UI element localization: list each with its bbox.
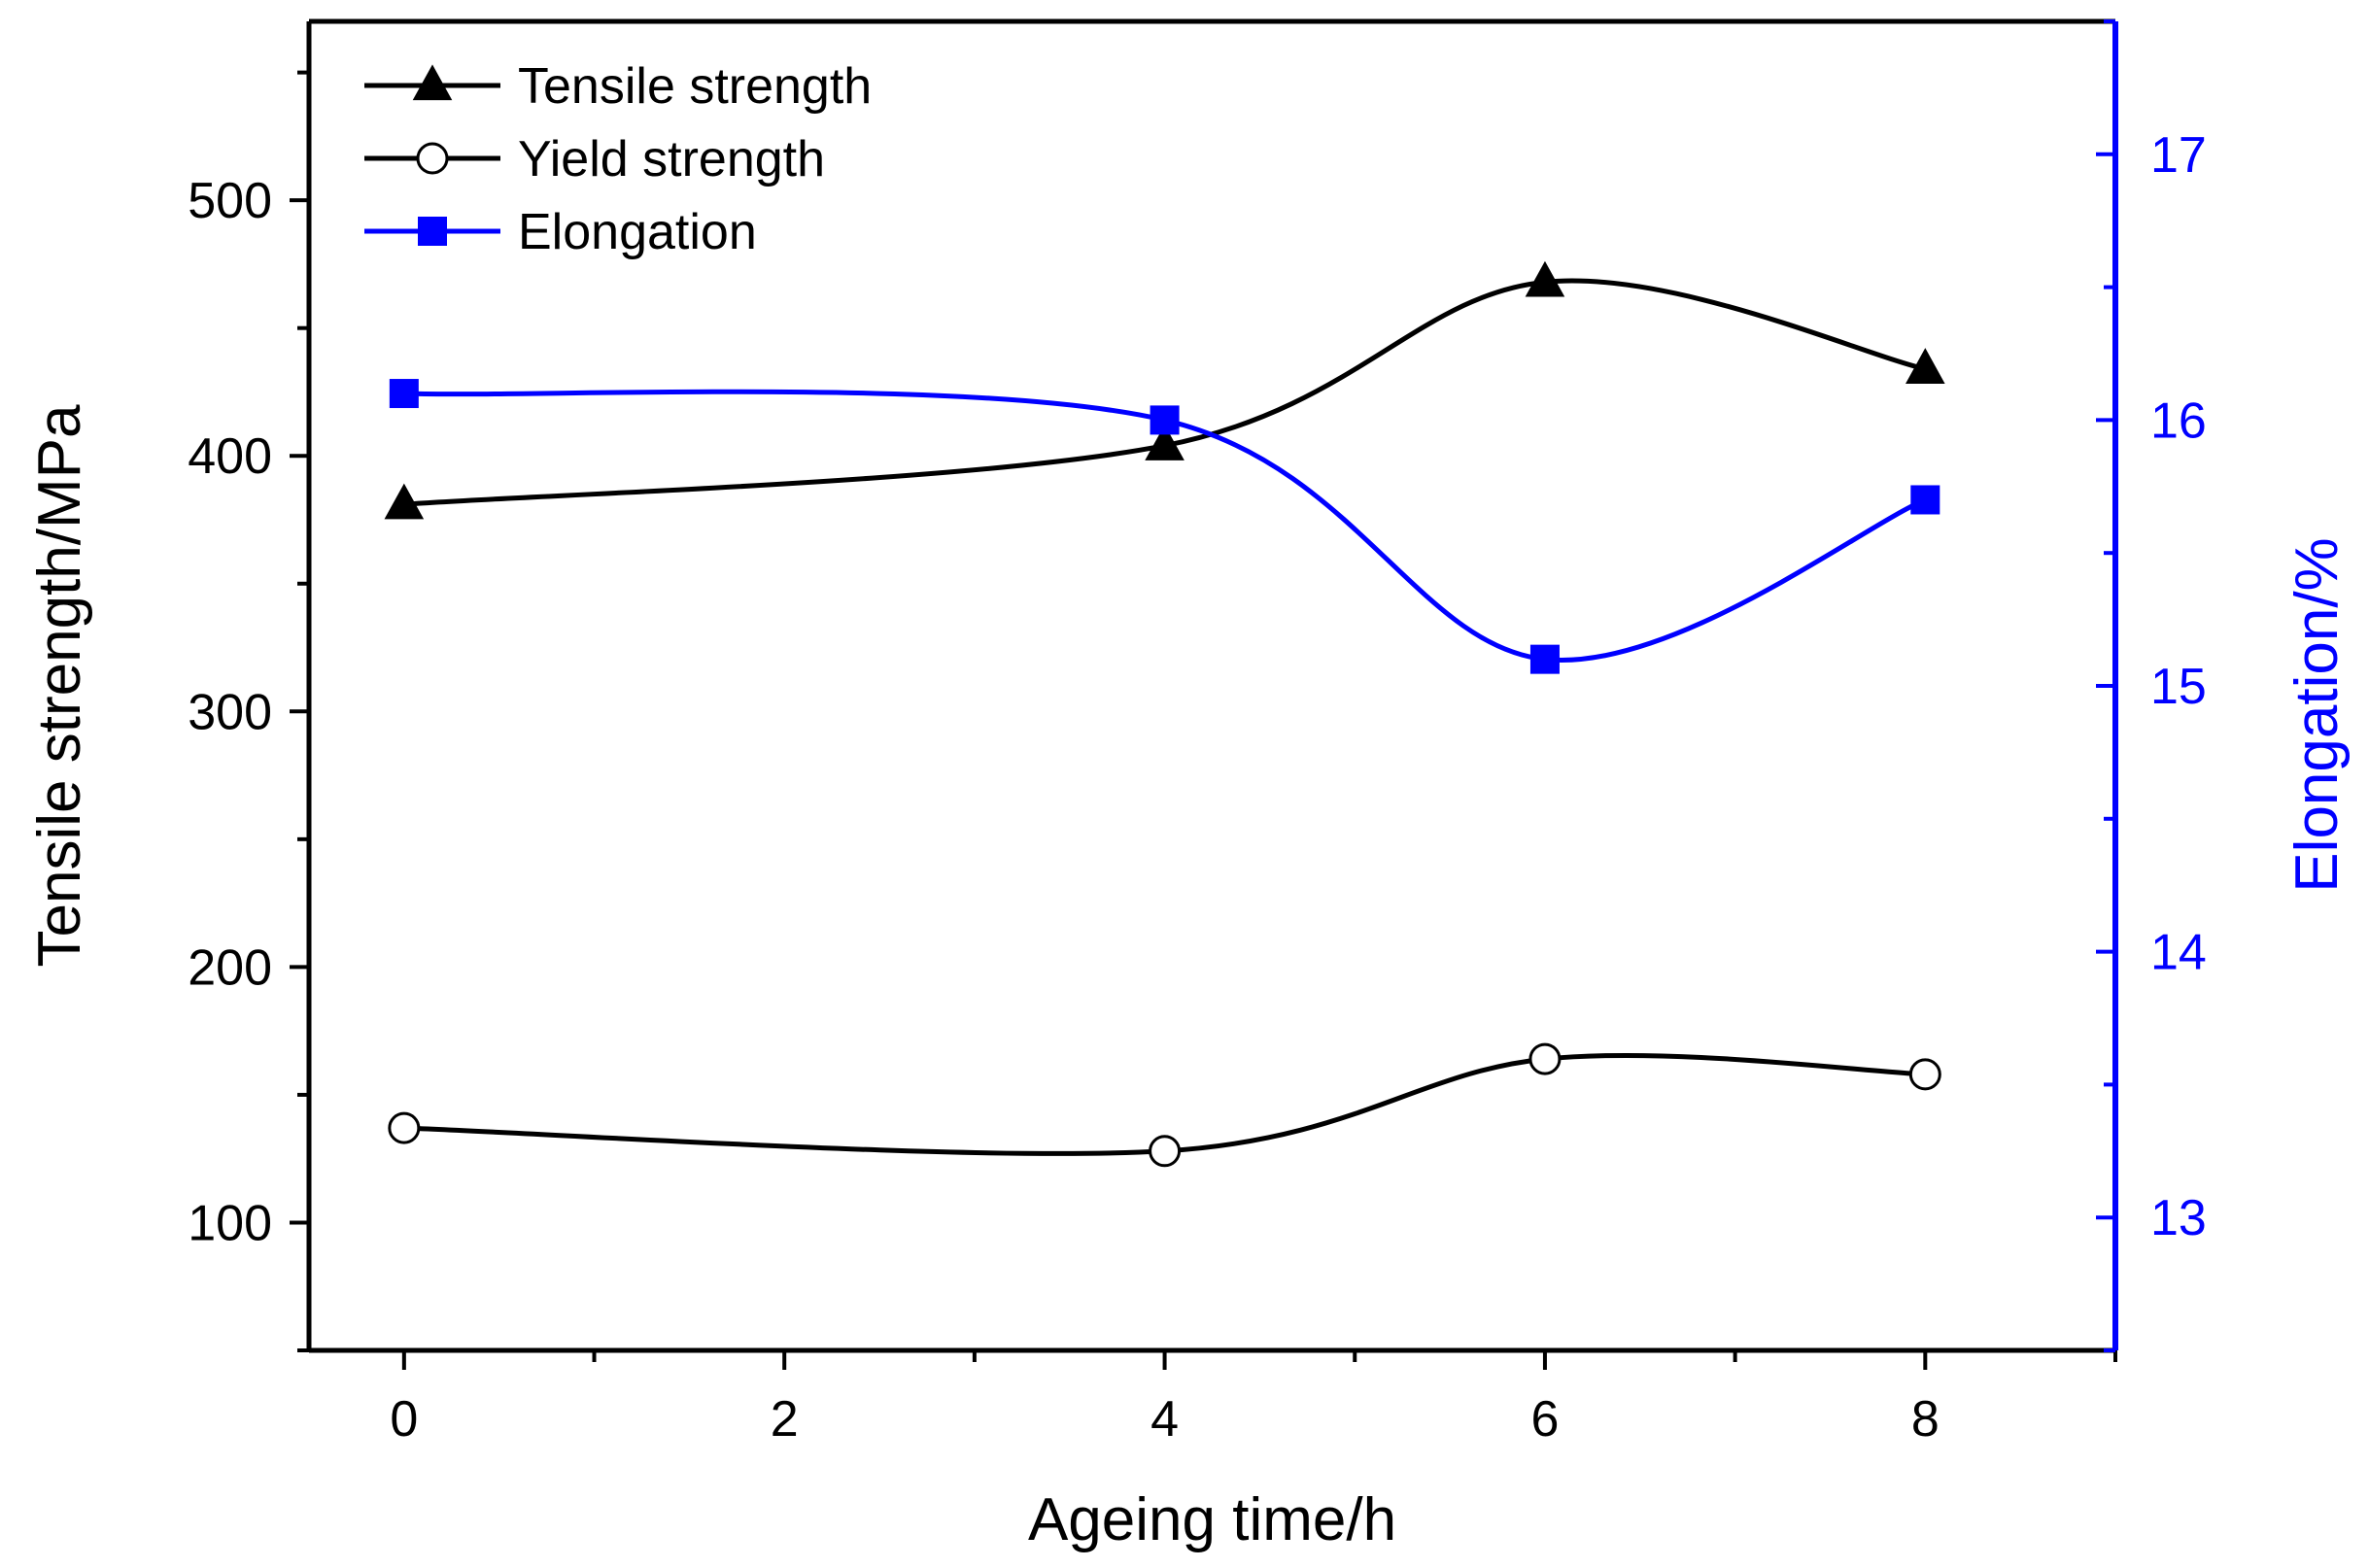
legend-label-tensile-strength: Tensile strength bbox=[518, 58, 872, 115]
yield-strength-point bbox=[1908, 1058, 1941, 1091]
legend: Tensile strength Yield strength Elongation bbox=[364, 58, 872, 260]
y-tick-label: 500 bbox=[188, 173, 272, 229]
elongation-point bbox=[389, 379, 419, 409]
legend-label-yield-strength: Yield strength bbox=[518, 131, 825, 187]
y2-tick-label: 15 bbox=[2150, 659, 2207, 715]
x-tick-label: 4 bbox=[1150, 1391, 1179, 1448]
y-tick-label: 400 bbox=[188, 428, 272, 485]
elongation-point bbox=[1150, 405, 1180, 435]
tensile-strength-point bbox=[1145, 425, 1184, 460]
yield-strength-point bbox=[388, 1111, 421, 1144]
y2-tick-label: 17 bbox=[2150, 127, 2207, 184]
y2-tick-labels: 13 14 15 16 17 bbox=[2150, 127, 2207, 1246]
tensile-strength-point bbox=[384, 483, 425, 520]
y2-axis-title: Elongation/% bbox=[2283, 537, 2351, 892]
legend-marker-tensile-strength bbox=[412, 64, 453, 101]
tensile-strength-line bbox=[403, 278, 1926, 507]
y2-tick-label: 14 bbox=[2150, 925, 2207, 981]
elongation-line bbox=[403, 389, 1927, 664]
y2-tick-label: 16 bbox=[2150, 392, 2207, 449]
y-tick-label: 300 bbox=[188, 684, 272, 740]
y-tick-label: 200 bbox=[188, 939, 272, 996]
yield-strength-point bbox=[1149, 1135, 1182, 1168]
tensile-strength-point bbox=[1525, 260, 1565, 297]
legend-marker-elongation bbox=[418, 217, 447, 246]
x-axis-title: Ageing time/h bbox=[1028, 1486, 1396, 1553]
legend-marker-yield-strength bbox=[416, 142, 449, 175]
x-tick-labels: 0 2 4 6 8 bbox=[390, 1391, 1939, 1448]
x-tick-label: 0 bbox=[390, 1391, 418, 1448]
yield-strength-line bbox=[403, 1052, 1926, 1156]
tensile-strength-point bbox=[1906, 348, 1945, 384]
x-tick-label: 2 bbox=[771, 1391, 799, 1448]
elongation-point bbox=[1529, 644, 1560, 674]
x-tick-label: 8 bbox=[1911, 1391, 1940, 1448]
y2-tick-label: 13 bbox=[2150, 1190, 2207, 1246]
y-tick-labels: 100 200 300 400 500 bbox=[188, 173, 272, 1251]
x-tick-label: 6 bbox=[1530, 1391, 1559, 1448]
legend-label-elongation: Elongation bbox=[518, 204, 757, 260]
yield-strength-point bbox=[1528, 1042, 1562, 1075]
y-axis-title: Tensile strength/MPa bbox=[26, 404, 93, 967]
elongation-point bbox=[1910, 485, 1940, 515]
y-tick-label: 100 bbox=[188, 1195, 272, 1251]
